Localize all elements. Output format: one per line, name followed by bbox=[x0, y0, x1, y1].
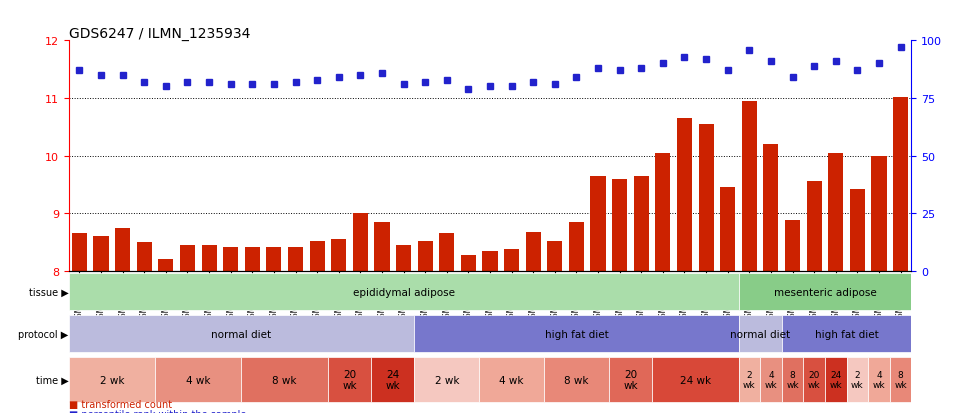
Text: high fat diet: high fat diet bbox=[814, 329, 878, 339]
Text: 4
wk: 4 wk bbox=[764, 370, 777, 389]
Bar bbox=[136, 242, 152, 271]
FancyBboxPatch shape bbox=[415, 357, 479, 402]
Text: GDS6247 / ILMN_1235934: GDS6247 / ILMN_1235934 bbox=[69, 27, 250, 41]
Text: 2
wk: 2 wk bbox=[851, 370, 863, 389]
Text: 20
wk: 20 wk bbox=[342, 369, 357, 390]
Text: 8 wk: 8 wk bbox=[272, 375, 297, 385]
Bar bbox=[245, 247, 260, 271]
Bar bbox=[439, 234, 455, 271]
FancyBboxPatch shape bbox=[371, 357, 415, 402]
Text: 20
wk: 20 wk bbox=[623, 369, 638, 390]
Bar bbox=[785, 221, 800, 271]
FancyBboxPatch shape bbox=[155, 357, 241, 402]
Bar bbox=[742, 102, 757, 271]
Bar bbox=[417, 241, 433, 271]
FancyBboxPatch shape bbox=[739, 315, 782, 353]
FancyBboxPatch shape bbox=[609, 357, 652, 402]
Text: 8 wk: 8 wk bbox=[564, 375, 589, 385]
Bar bbox=[288, 247, 303, 271]
Text: mesenteric adipose: mesenteric adipose bbox=[773, 287, 876, 297]
FancyBboxPatch shape bbox=[69, 357, 155, 402]
Text: epididymal adipose: epididymal adipose bbox=[353, 287, 455, 297]
Text: 8
wk: 8 wk bbox=[895, 370, 906, 389]
Text: 2
wk: 2 wk bbox=[743, 370, 756, 389]
Bar bbox=[612, 179, 627, 271]
Bar bbox=[893, 97, 908, 271]
FancyBboxPatch shape bbox=[847, 357, 868, 402]
FancyBboxPatch shape bbox=[782, 315, 911, 353]
Text: 20
wk: 20 wk bbox=[808, 370, 820, 389]
Bar bbox=[591, 176, 606, 271]
Text: 24
wk: 24 wk bbox=[829, 370, 842, 389]
Text: 2 wk: 2 wk bbox=[100, 375, 124, 385]
Bar bbox=[331, 240, 346, 271]
Text: 4 wk: 4 wk bbox=[500, 375, 524, 385]
FancyBboxPatch shape bbox=[479, 357, 544, 402]
Text: high fat diet: high fat diet bbox=[545, 329, 609, 339]
Bar bbox=[461, 255, 476, 271]
Bar bbox=[353, 214, 368, 271]
Bar bbox=[634, 176, 649, 271]
Text: 24 wk: 24 wk bbox=[680, 375, 710, 385]
FancyBboxPatch shape bbox=[69, 273, 739, 311]
Bar bbox=[525, 232, 541, 271]
Bar bbox=[310, 241, 324, 271]
FancyBboxPatch shape bbox=[544, 357, 609, 402]
FancyBboxPatch shape bbox=[825, 357, 847, 402]
FancyBboxPatch shape bbox=[868, 357, 890, 402]
Bar bbox=[396, 245, 412, 271]
FancyBboxPatch shape bbox=[804, 357, 825, 402]
Bar bbox=[828, 153, 844, 271]
Bar bbox=[677, 119, 692, 271]
Bar bbox=[720, 188, 735, 271]
Bar bbox=[763, 145, 778, 271]
Text: ■ transformed count: ■ transformed count bbox=[69, 399, 172, 409]
FancyBboxPatch shape bbox=[739, 357, 760, 402]
Bar bbox=[807, 182, 821, 271]
FancyBboxPatch shape bbox=[328, 357, 371, 402]
Text: protocol ▶: protocol ▶ bbox=[19, 329, 69, 339]
Bar bbox=[223, 247, 238, 271]
Bar bbox=[93, 237, 109, 271]
FancyBboxPatch shape bbox=[415, 315, 739, 353]
Bar bbox=[504, 249, 519, 271]
FancyBboxPatch shape bbox=[890, 357, 911, 402]
Bar bbox=[568, 222, 584, 271]
FancyBboxPatch shape bbox=[782, 357, 804, 402]
Bar bbox=[482, 251, 498, 271]
Text: 8
wk: 8 wk bbox=[786, 370, 799, 389]
Bar bbox=[547, 241, 563, 271]
Bar bbox=[115, 228, 130, 271]
Text: ■ percentile rank within the sample: ■ percentile rank within the sample bbox=[69, 409, 246, 413]
Text: time ▶: time ▶ bbox=[36, 375, 69, 385]
FancyBboxPatch shape bbox=[241, 357, 328, 402]
Bar bbox=[180, 245, 195, 271]
Bar bbox=[202, 245, 217, 271]
Text: normal diet: normal diet bbox=[212, 329, 271, 339]
Text: 4 wk: 4 wk bbox=[186, 375, 211, 385]
Text: 4
wk: 4 wk bbox=[872, 370, 885, 389]
Bar bbox=[656, 153, 670, 271]
Text: 2 wk: 2 wk bbox=[434, 375, 459, 385]
Text: normal diet: normal diet bbox=[730, 329, 790, 339]
Bar bbox=[871, 156, 887, 271]
Bar bbox=[72, 234, 87, 271]
FancyBboxPatch shape bbox=[69, 315, 415, 353]
Bar bbox=[159, 260, 173, 271]
Bar bbox=[699, 125, 713, 271]
Text: tissue ▶: tissue ▶ bbox=[28, 287, 69, 297]
FancyBboxPatch shape bbox=[739, 273, 911, 311]
Text: 24
wk: 24 wk bbox=[385, 369, 400, 390]
Bar bbox=[850, 190, 865, 271]
Bar bbox=[267, 247, 281, 271]
FancyBboxPatch shape bbox=[760, 357, 782, 402]
FancyBboxPatch shape bbox=[652, 357, 739, 402]
Bar bbox=[374, 222, 389, 271]
